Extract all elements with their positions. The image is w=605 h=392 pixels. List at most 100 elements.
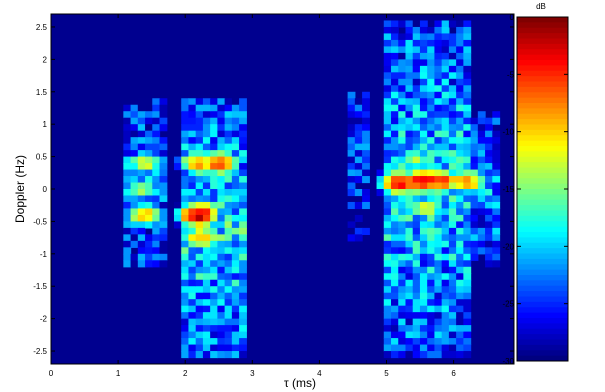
heatmap-cell xyxy=(202,111,211,119)
heatmap-cell xyxy=(405,52,414,60)
heatmap-cell xyxy=(231,98,240,106)
heatmap-cell xyxy=(123,111,132,119)
heatmap-cell xyxy=(354,201,363,210)
heatmap-cell xyxy=(391,318,399,326)
heatmap-cell xyxy=(398,318,407,326)
heatmap-cell xyxy=(427,52,436,60)
heatmap-cell xyxy=(470,137,479,145)
heatmap-cell xyxy=(485,214,493,223)
heatmap-cell xyxy=(485,208,493,216)
heatmap-cell xyxy=(427,163,436,171)
heatmap-cell xyxy=(419,331,428,339)
heatmap-cell xyxy=(188,130,197,138)
heatmap-cell xyxy=(181,338,190,346)
y-tick-label: -2 xyxy=(40,315,48,324)
heatmap-cell xyxy=(159,156,168,164)
heatmap-cell xyxy=(398,163,407,171)
heatmap-cell xyxy=(477,182,486,190)
colorbar-swatch xyxy=(517,285,568,292)
heatmap-cell xyxy=(145,137,153,145)
heatmap-cell xyxy=(188,143,197,151)
heatmap-cell xyxy=(398,286,407,294)
heatmap-cell xyxy=(456,33,464,41)
heatmap-cell xyxy=(398,273,407,281)
heatmap-cell xyxy=(217,240,226,248)
heatmap-cell xyxy=(159,117,168,125)
heatmap-cell xyxy=(231,266,240,274)
heatmap-cell xyxy=(419,39,428,48)
heatmap-cell xyxy=(477,163,486,171)
heatmap-cell xyxy=(217,130,226,138)
heatmap-cell xyxy=(441,52,450,60)
heatmap-cell xyxy=(412,156,421,164)
heatmap-cell xyxy=(456,98,464,106)
colorbar-swatch xyxy=(517,38,568,45)
heatmap-cell xyxy=(173,156,182,164)
heatmap-cell xyxy=(362,227,370,235)
heatmap-cell xyxy=(383,150,392,158)
heatmap-cell xyxy=(354,137,363,145)
heatmap-cell xyxy=(485,117,493,125)
heatmap-cell xyxy=(181,312,190,320)
heatmap-cell xyxy=(181,104,190,112)
heatmap-cell xyxy=(405,91,414,99)
heatmap-cell xyxy=(130,104,139,112)
heatmap-cell xyxy=(137,143,146,151)
heatmap-cell xyxy=(239,169,247,177)
heatmap-cell xyxy=(448,189,457,197)
heatmap-cell xyxy=(463,117,472,125)
heatmap-cell xyxy=(217,234,226,242)
heatmap-cell xyxy=(412,59,421,67)
heatmap-cell xyxy=(441,351,450,359)
heatmap-cell xyxy=(391,214,399,223)
heatmap-cell xyxy=(434,273,443,281)
heatmap-cell xyxy=(463,85,472,93)
heatmap-cell xyxy=(405,214,414,223)
heatmap-cell xyxy=(448,176,457,184)
colorbar-tick-label: -30 xyxy=(502,357,514,366)
x-axis: 0 1 2 3 4 5 6 xyxy=(49,14,456,378)
heatmap-cell xyxy=(181,163,190,171)
heatmap-cell xyxy=(210,273,218,281)
heatmap-cell xyxy=(188,331,197,339)
heatmap-cell xyxy=(448,279,457,287)
heatmap-cell xyxy=(130,182,139,190)
heatmap-cell xyxy=(181,292,190,300)
heatmap-cell xyxy=(231,221,240,229)
heatmap-cell xyxy=(427,195,436,203)
heatmap-cell xyxy=(441,169,450,177)
heatmap-cell xyxy=(492,227,501,235)
heatmap-cell xyxy=(210,234,218,242)
heatmap-cell xyxy=(210,338,218,346)
heatmap-cell xyxy=(137,234,146,242)
heatmap-cell xyxy=(456,169,464,177)
heatmap-cell xyxy=(412,195,421,203)
heatmap-cell xyxy=(152,143,161,151)
heatmap-cell xyxy=(456,299,464,307)
heatmap-cell xyxy=(159,104,168,112)
heatmap-cell xyxy=(195,98,204,106)
heatmap-cell xyxy=(362,124,370,132)
heatmap-cell xyxy=(427,221,436,229)
heatmap-cell xyxy=(485,253,493,261)
heatmap-cell xyxy=(492,189,501,197)
heatmap-cell xyxy=(419,98,428,106)
heatmap-cell xyxy=(123,221,132,229)
heatmap-cell xyxy=(419,279,428,287)
heatmap-cell xyxy=(202,331,211,339)
heatmap-cell xyxy=(376,176,385,184)
heatmap-cell xyxy=(181,124,190,132)
heatmap-cell xyxy=(383,176,392,184)
heatmap-cell xyxy=(231,117,240,125)
heatmap-cell xyxy=(130,201,139,210)
heatmap-cell xyxy=(210,318,218,326)
heatmap-cell xyxy=(448,221,457,229)
heatmap-cell xyxy=(456,85,464,93)
heatmap-cell xyxy=(145,117,153,125)
heatmap-cell xyxy=(383,286,392,294)
heatmap-cell xyxy=(427,176,436,184)
heatmap-cell xyxy=(434,279,443,287)
heatmap-cell xyxy=(195,137,204,145)
heatmap-cell xyxy=(123,189,132,197)
heatmap-cell xyxy=(224,286,233,294)
